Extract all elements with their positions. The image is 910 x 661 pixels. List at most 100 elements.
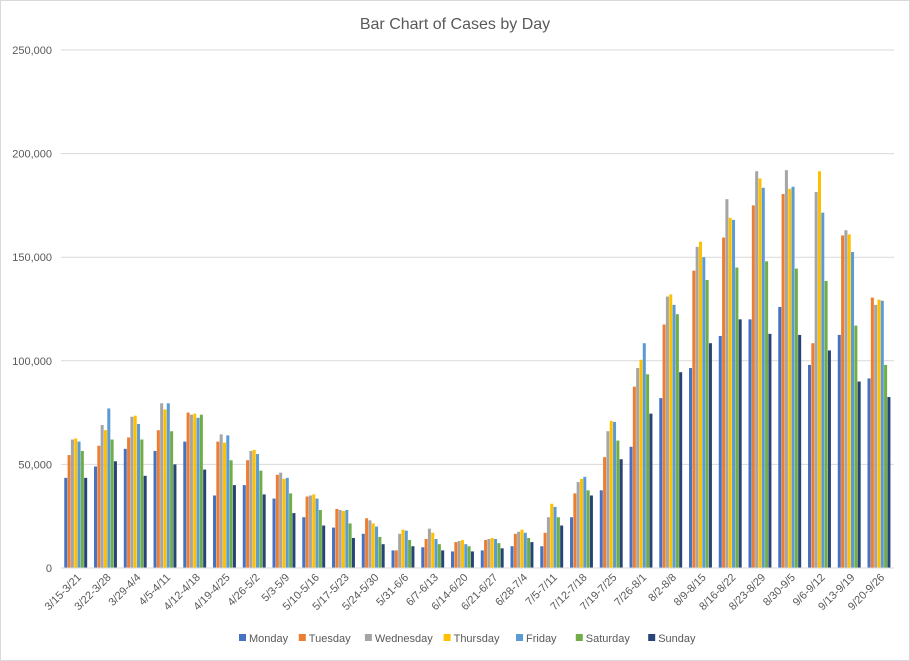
- bar-sunday: [679, 372, 683, 568]
- bar-monday: [361, 533, 365, 568]
- y-tick-label: 200,000: [12, 149, 52, 161]
- bar-friday: [583, 476, 587, 568]
- bar-friday: [107, 408, 111, 568]
- bar-saturday: [378, 536, 382, 568]
- bar-sunday: [827, 350, 831, 568]
- legend-label: Thursday: [454, 633, 500, 645]
- bar-friday: [256, 454, 260, 568]
- bar-thursday: [103, 430, 107, 568]
- bar-thursday: [847, 234, 851, 568]
- bar-monday: [421, 547, 425, 568]
- y-tick-label: 0: [46, 563, 52, 575]
- bar-saturday: [199, 414, 203, 568]
- bar-thursday: [282, 478, 286, 568]
- bar-saturday: [80, 450, 84, 568]
- bar-monday: [451, 551, 455, 568]
- bar-friday: [196, 417, 200, 568]
- bar-wednesday: [427, 528, 431, 568]
- bar-tuesday: [454, 542, 458, 568]
- bar-sunday: [708, 343, 712, 568]
- bar-saturday: [884, 364, 888, 568]
- bar-friday: [613, 421, 617, 568]
- bar-thursday: [312, 494, 316, 568]
- bar-wednesday: [249, 450, 253, 568]
- bar-friday: [315, 498, 319, 568]
- bar-sunday: [619, 459, 623, 568]
- bar-monday: [242, 485, 246, 568]
- bar-friday: [761, 187, 765, 569]
- bar-saturday: [259, 470, 263, 568]
- bar-saturday: [289, 493, 293, 568]
- bar-monday: [629, 446, 633, 568]
- bar-tuesday: [127, 437, 131, 568]
- bar-sunday: [738, 319, 742, 568]
- bar-thursday: [609, 420, 613, 568]
- bar-thursday: [817, 171, 821, 568]
- bar-friday: [702, 257, 706, 568]
- bar-sunday: [173, 464, 177, 568]
- bar-thursday: [728, 217, 732, 568]
- legend-label: Monday: [249, 633, 289, 645]
- bar-friday: [464, 544, 468, 568]
- bar-sunday: [232, 485, 236, 568]
- bar-sunday: [589, 495, 593, 568]
- bar-tuesday: [156, 430, 160, 568]
- bar-sunday: [768, 333, 772, 568]
- bar-tuesday: [186, 412, 190, 568]
- bar-tuesday: [394, 550, 398, 568]
- bar-sunday: [262, 494, 266, 568]
- bar-thursday: [341, 511, 345, 568]
- bar-friday: [791, 186, 795, 568]
- bar-wednesday: [874, 304, 878, 568]
- legend-swatch: [239, 634, 246, 641]
- bar-monday: [332, 527, 336, 568]
- bar-sunday: [857, 381, 861, 568]
- x-tick-label: 7/26-8/1: [612, 572, 649, 609]
- bar-wednesday: [784, 170, 788, 568]
- bar-wednesday: [814, 191, 818, 568]
- bar-wednesday: [219, 434, 223, 568]
- bar-thursday: [698, 241, 702, 568]
- bar-saturday: [735, 267, 739, 568]
- bar-saturday: [824, 281, 828, 568]
- bar-saturday: [497, 543, 501, 568]
- bar-friday: [880, 300, 884, 568]
- bar-wednesday: [100, 425, 104, 568]
- bar-thursday: [639, 359, 643, 568]
- bars: [64, 170, 891, 569]
- legend-swatch: [443, 634, 451, 641]
- bar-thursday: [371, 523, 375, 568]
- bar-sunday: [649, 413, 653, 568]
- bar-tuesday: [246, 460, 250, 568]
- bar-tuesday: [513, 533, 517, 568]
- bar-thursday: [758, 178, 762, 568]
- bar-sunday: [500, 548, 504, 568]
- bar-monday: [272, 498, 276, 568]
- bar-tuesday: [870, 297, 874, 568]
- bar-sunday: [381, 544, 385, 568]
- bar-wednesday: [844, 230, 848, 568]
- bar-saturday: [675, 314, 679, 568]
- bar-wednesday: [189, 414, 193, 568]
- bar-tuesday: [603, 457, 607, 568]
- legend: Monday Tuesday Wednesday Thursday Friday Satu…: [239, 633, 696, 645]
- bar-sunday: [143, 475, 147, 568]
- bar-wednesday: [517, 531, 521, 568]
- bar-wednesday: [487, 538, 491, 568]
- bar-tuesday: [692, 270, 696, 568]
- bar-monday: [570, 517, 574, 568]
- bar-thursday: [222, 442, 226, 568]
- bar-thursday: [669, 294, 673, 568]
- bar-saturday: [586, 490, 590, 568]
- bar-friday: [672, 304, 676, 568]
- bar-saturday: [229, 460, 233, 568]
- bar-wednesday: [725, 199, 729, 568]
- bar-friday: [166, 403, 170, 568]
- bar-thursday: [460, 540, 464, 568]
- bar-saturday: [646, 374, 650, 568]
- bar-tuesday: [543, 532, 547, 568]
- bar-thursday: [252, 449, 256, 568]
- bar-thursday: [74, 438, 78, 568]
- bar-monday: [94, 466, 98, 568]
